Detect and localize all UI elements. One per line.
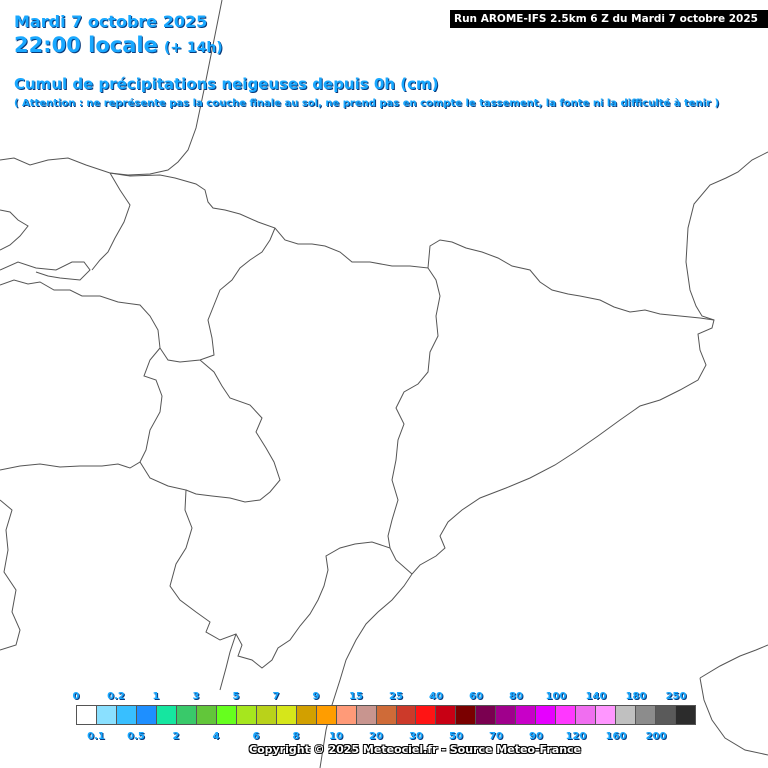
legend-swatch bbox=[336, 706, 357, 724]
region-border-5 bbox=[0, 209, 29, 251]
legend-swatch bbox=[516, 706, 537, 724]
legend-swatch bbox=[376, 706, 397, 724]
legend-label-bottom: 10 bbox=[329, 731, 343, 742]
legend-label-top: 3 bbox=[192, 691, 200, 702]
legend-swatch bbox=[176, 706, 197, 724]
legend-swatch bbox=[536, 706, 557, 724]
legend-label-bottom: 50 bbox=[449, 731, 463, 742]
legend-label-top: 180 bbox=[625, 691, 647, 702]
region-border-2 bbox=[0, 227, 276, 363]
legend-label-top: 100 bbox=[545, 691, 567, 702]
legend-swatch bbox=[576, 706, 597, 724]
legend-label-bottom: 6 bbox=[252, 731, 260, 742]
legend-label-bottom: 30 bbox=[409, 731, 423, 742]
region-border-8 bbox=[387, 267, 441, 549]
legend-swatch bbox=[316, 706, 337, 724]
legend-label-top: 0 bbox=[72, 691, 80, 702]
legend-swatch bbox=[356, 706, 377, 724]
color-legend bbox=[76, 705, 696, 725]
region-border-6 bbox=[185, 359, 281, 503]
border-pyrenees bbox=[0, 157, 715, 321]
legend-swatch bbox=[236, 706, 257, 724]
legend-label-bottom: 90 bbox=[529, 731, 543, 742]
legend-swatch bbox=[116, 706, 137, 724]
legend-swatch bbox=[136, 706, 157, 724]
legend-label-bottom: 70 bbox=[489, 731, 503, 742]
region-border-3 bbox=[91, 172, 131, 271]
legend-swatch bbox=[436, 706, 457, 724]
legend-label-bottom: 20 bbox=[369, 731, 383, 742]
legend-swatch bbox=[96, 706, 117, 724]
region-border-1 bbox=[0, 261, 91, 281]
legend-label-bottom: 160 bbox=[605, 731, 627, 742]
map-note: ( Attention : ne représente pas la couch… bbox=[14, 98, 720, 109]
legend-label-top: 7 bbox=[272, 691, 280, 702]
legend-swatch bbox=[296, 706, 317, 724]
region-border-10 bbox=[219, 633, 237, 691]
legend-label-top: 60 bbox=[469, 691, 483, 702]
legend-label-top: 15 bbox=[349, 691, 363, 702]
legend-label-top: 140 bbox=[585, 691, 607, 702]
legend-swatch bbox=[77, 706, 97, 724]
legend-swatch bbox=[156, 706, 177, 724]
region-border-7 bbox=[139, 461, 413, 669]
forecast-offset: (+ 14h) bbox=[163, 40, 223, 56]
legend-swatch bbox=[396, 706, 417, 724]
legend-label-bottom: 0.5 bbox=[127, 731, 145, 742]
legend-label-top: 1 bbox=[152, 691, 160, 702]
legend-swatch bbox=[616, 706, 637, 724]
legend-label-bottom: 0.1 bbox=[87, 731, 105, 742]
legend-swatch bbox=[556, 706, 577, 724]
legend-label-top: 80 bbox=[509, 691, 523, 702]
legend-swatch bbox=[656, 706, 677, 724]
legend-label-top: 25 bbox=[389, 691, 403, 702]
legend-swatch bbox=[276, 706, 297, 724]
coastline-mediterranean bbox=[319, 151, 768, 768]
legend-swatch bbox=[596, 706, 617, 724]
legend-label-bottom: 8 bbox=[292, 731, 300, 742]
coastline-mallorca bbox=[699, 644, 768, 756]
run-info: Run AROME-IFS 2.5km 6 Z du Mardi 7 octob… bbox=[450, 10, 768, 28]
legend-swatch bbox=[196, 706, 217, 724]
forecast-time-value: 22:00 locale bbox=[14, 33, 158, 57]
forecast-time: 22:00 locale (+ 14h) bbox=[14, 33, 223, 57]
legend-label-top: 0.2 bbox=[107, 691, 125, 702]
legend-swatch bbox=[256, 706, 277, 724]
forecast-date: Mardi 7 octobre 2025 bbox=[14, 12, 208, 31]
legend-swatch bbox=[496, 706, 517, 724]
legend-swatch bbox=[676, 706, 696, 724]
legend-label-top: 9 bbox=[312, 691, 320, 702]
legend-label-bottom: 2 bbox=[172, 731, 180, 742]
copyright: Copyright © 2025 Meteociel.fr - Source M… bbox=[249, 743, 582, 756]
legend-label-top: 250 bbox=[665, 691, 687, 702]
legend-label-bottom: 4 bbox=[212, 731, 220, 742]
map-title: Cumul de précipitations neigeuses depuis… bbox=[14, 75, 439, 93]
legend-label-top: 5 bbox=[232, 691, 240, 702]
legend-swatch bbox=[216, 706, 237, 724]
legend-label-bottom: 200 bbox=[645, 731, 667, 742]
legend-label-top: 40 bbox=[429, 691, 443, 702]
legend-swatch bbox=[416, 706, 437, 724]
legend-swatch bbox=[456, 706, 477, 724]
legend-swatch bbox=[476, 706, 497, 724]
legend-label-bottom: 120 bbox=[565, 731, 587, 742]
region-border-4 bbox=[0, 347, 163, 471]
coastline-atlantic bbox=[109, 0, 223, 176]
legend-swatch bbox=[636, 706, 657, 724]
region-border-9 bbox=[0, 499, 21, 651]
